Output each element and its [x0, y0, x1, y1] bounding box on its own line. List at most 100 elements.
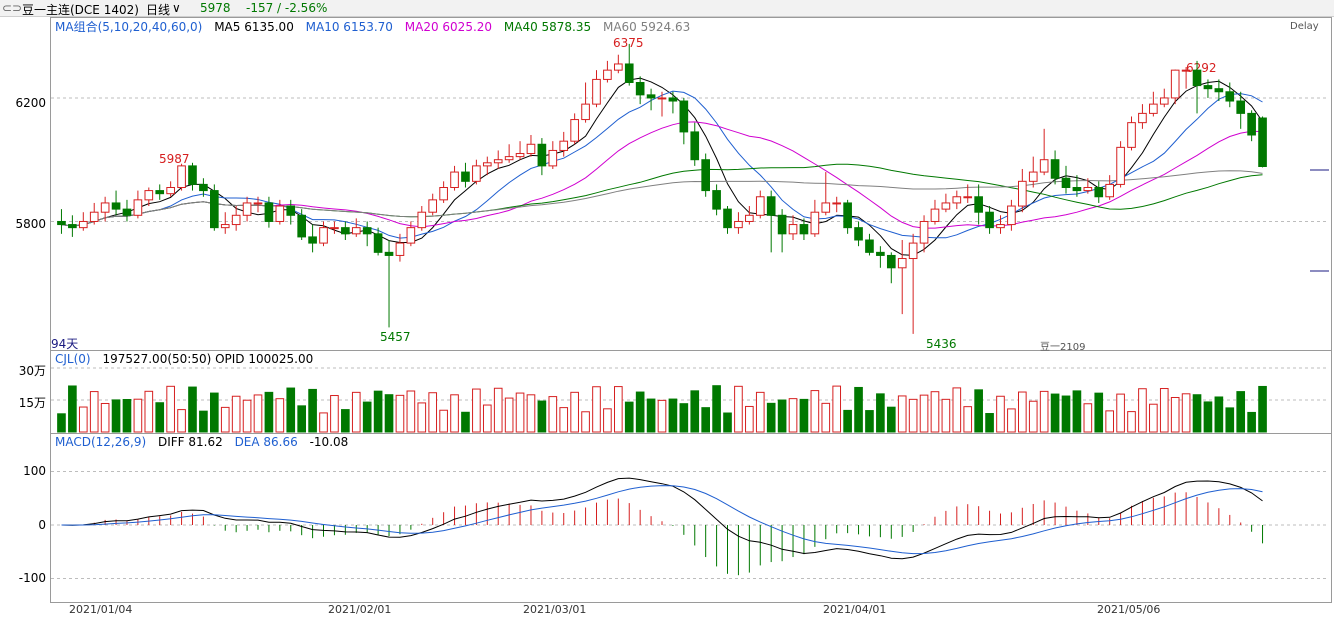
volume-bar [712, 385, 721, 433]
volume-bar [275, 398, 285, 433]
volume-bar [1116, 393, 1125, 433]
ma40-value: MA40 5878.35 [503, 20, 592, 34]
volume-bar [450, 394, 459, 433]
candle-body [1181, 69, 1191, 72]
volume-bar [1083, 403, 1093, 433]
volume-bar [821, 402, 831, 433]
candle-body [330, 227, 339, 230]
volume-title[interactable]: CJL(0) [55, 352, 91, 366]
candle-body [406, 227, 416, 244]
ma20-line [61, 121, 1263, 229]
ma-title[interactable]: MA组合(5,10,20,40,60,0) [55, 20, 203, 34]
candle-body [144, 190, 154, 201]
candle-body [559, 140, 569, 151]
candle-body [308, 236, 317, 244]
volume-bar [996, 395, 1005, 433]
volume-bar [592, 386, 601, 433]
volume-bar [1039, 390, 1049, 433]
candle-body [537, 143, 547, 167]
volume-bar [1258, 385, 1267, 433]
candle-body [166, 187, 175, 195]
candle-body [177, 165, 186, 189]
candle-body [777, 214, 787, 235]
candle-body [231, 214, 241, 226]
volume-bar [1094, 392, 1104, 433]
candle-body [755, 196, 765, 216]
volume-bar [1192, 394, 1202, 433]
candle-body [264, 202, 274, 222]
candle-body [646, 94, 656, 99]
volume-bar [537, 400, 547, 433]
volume-bar [297, 405, 306, 433]
chevron-down-icon[interactable]: ∨ [172, 1, 181, 15]
candle-body [581, 103, 590, 121]
candle-body [1159, 97, 1169, 105]
candle-body [788, 224, 798, 235]
volume-bar [1018, 391, 1027, 433]
volume-bar [657, 399, 667, 433]
volume-bar [952, 387, 962, 433]
candle-body [341, 227, 350, 235]
volume-bar [144, 390, 154, 433]
volume-bar [472, 388, 481, 433]
candle-body [68, 224, 77, 229]
candle-body [635, 82, 645, 96]
candle-body [843, 202, 852, 229]
candle-body [199, 183, 208, 192]
volume-bar [723, 412, 732, 433]
candle-body [919, 220, 929, 244]
candle-body [766, 196, 776, 216]
candle-body [1247, 112, 1256, 136]
link-icon[interactable]: ⊂⊃ [2, 1, 23, 15]
candle-body [78, 220, 88, 229]
volume-bar [679, 403, 689, 433]
symbol-name[interactable]: 豆一主连(DCE 1402) [22, 3, 139, 17]
volume-bar [166, 385, 175, 433]
volume-bar [963, 406, 973, 433]
candle-body [821, 202, 831, 213]
volume-bar [810, 390, 820, 433]
candle-body [1094, 187, 1104, 198]
candle-body [472, 165, 481, 182]
candle-body [1105, 183, 1114, 198]
volume-bar [788, 398, 798, 433]
candle-body [886, 254, 896, 269]
macd-tick-0: 0 [38, 518, 46, 532]
volume-bar [854, 386, 863, 433]
ma10-value: MA10 6153.70 [305, 20, 393, 34]
candle-body [603, 69, 612, 80]
volume-bar [1007, 408, 1016, 433]
ma40-line [61, 163, 1263, 227]
candle-body [701, 159, 710, 192]
volume-bar [1214, 396, 1224, 433]
volume-bar [155, 402, 165, 433]
volume-bar [799, 398, 809, 433]
low-label-1: 5457 [380, 330, 411, 344]
volume-bar [78, 406, 88, 433]
volume-bar [264, 391, 274, 433]
volume-bar [133, 398, 143, 433]
candle-body [1007, 205, 1016, 226]
volume-bar [417, 402, 427, 433]
macd-title[interactable]: MACD(12,26,9) [55, 435, 147, 449]
volume-bar [865, 410, 874, 433]
volume-bar [351, 391, 361, 433]
macd-tick-100: 100 [23, 464, 46, 478]
volume-bar [646, 398, 656, 433]
candle-body [461, 171, 470, 182]
candle-body [210, 190, 219, 229]
volume-values: 197527.00(50:50) OPID 100025.00 [102, 352, 314, 366]
volume-bar [253, 394, 263, 433]
volume-bar [341, 409, 350, 433]
ma60-value: MA60 5924.63 [602, 20, 691, 34]
volume-bar [559, 407, 569, 433]
volume-bar [1149, 403, 1158, 433]
x-tick-3: 2021/04/01 [823, 603, 887, 616]
volume-bar [886, 406, 896, 433]
candle-body [548, 149, 558, 167]
candle-body [362, 227, 372, 235]
candle-body [1127, 122, 1136, 148]
volume-bar [406, 390, 416, 433]
period-selector[interactable]: 日线 [146, 3, 171, 17]
